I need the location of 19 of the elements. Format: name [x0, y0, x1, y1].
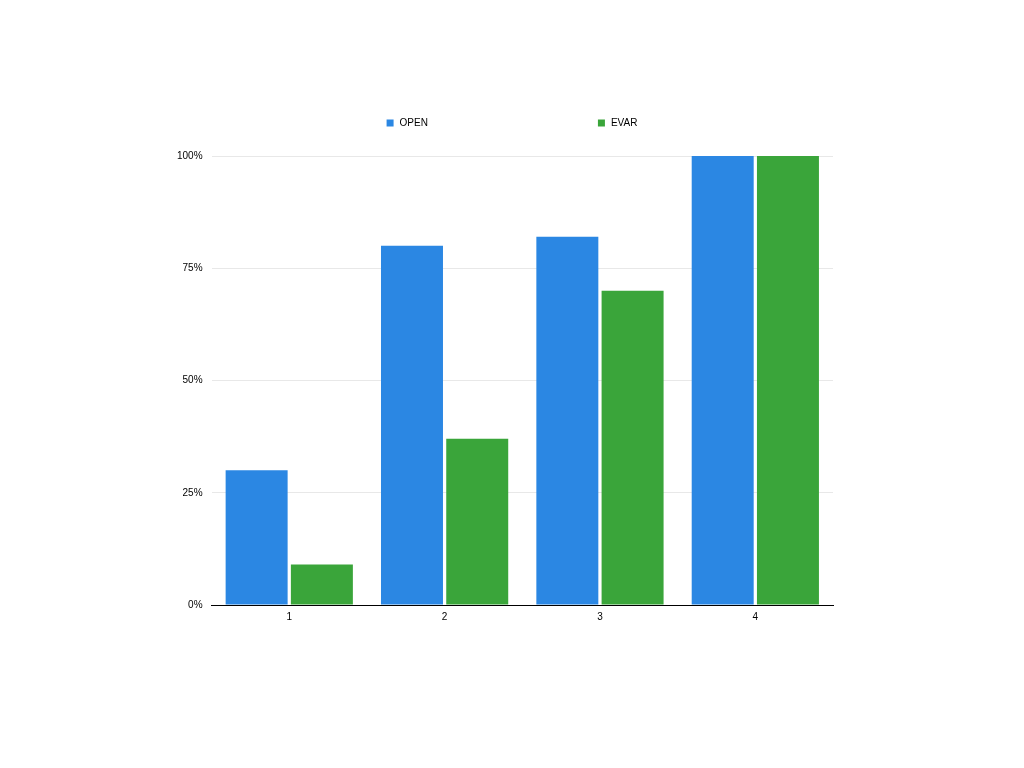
x-tick-label: 1 — [286, 610, 293, 622]
bar — [756, 156, 819, 605]
y-tick-label: 100% — [177, 149, 203, 161]
bar — [446, 438, 509, 605]
x-tick-label: 3 — [597, 610, 604, 622]
legend-label: EVAR — [610, 116, 638, 128]
bar — [601, 290, 664, 605]
bar — [691, 156, 754, 605]
x-tick-label: 4 — [752, 610, 759, 622]
y-tick-label: 50% — [182, 374, 203, 386]
y-tick-label: 25% — [182, 486, 203, 498]
y-tick-label: 75% — [182, 262, 203, 273]
bar — [380, 245, 443, 605]
bar — [225, 470, 288, 605]
bar — [536, 236, 599, 605]
bar — [290, 564, 353, 605]
y-tick-label: 0% — [188, 598, 203, 610]
x-tick-label: 2 — [441, 610, 448, 622]
legend-label: OPEN — [399, 116, 428, 128]
